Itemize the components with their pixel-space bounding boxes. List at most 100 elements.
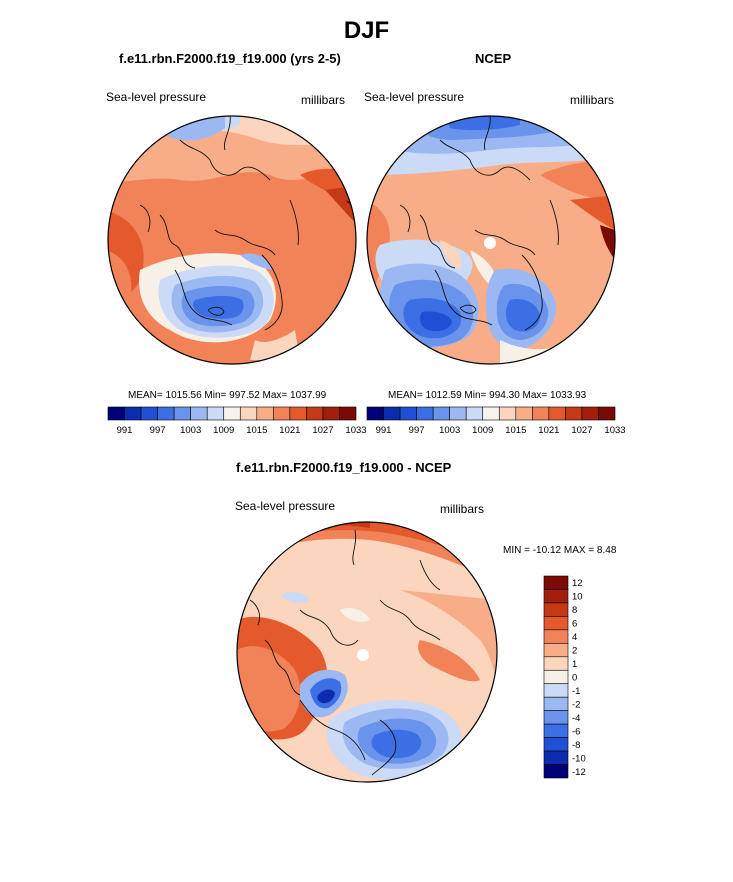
model-colorbar-swatch (223, 406, 241, 421)
diff-panel-title: f.e11.rbn.F2000.f19_f19.000 - NCEP (236, 460, 452, 475)
diff-colorbar-swatch (543, 710, 569, 725)
diff-colorbar-swatch (543, 602, 569, 617)
diff-colorbar-swatch (543, 696, 569, 711)
model-colorbar-swatch (339, 406, 357, 421)
diff-pole-marker (357, 649, 369, 661)
diff-colorbar-tick-label: 0 (572, 673, 577, 684)
obs-stats: MEAN= 1012.59 Min= 994.30 Max= 1033.93 (388, 390, 587, 401)
obs-map-outline (366, 115, 616, 365)
model-colorbar-swatch (239, 406, 258, 421)
obs-colorbar-tick-label: 1009 (472, 425, 493, 436)
diff-colorbar-swatch (543, 629, 569, 644)
diff-colorbar-tick-label: 4 (572, 632, 577, 643)
model-colorbar-swatch (273, 406, 291, 421)
obs-colorbar-tick-label: 1027 (571, 425, 592, 436)
model-colorbar-tick-label: 997 (150, 425, 166, 436)
model-colorbar-tick-label: 1027 (312, 425, 333, 436)
obs-colorbar-tick-label: 1021 (538, 425, 559, 436)
diff-colorbar-tick-label: -10 (572, 753, 586, 764)
obs-left-label: Sea-level pressure (364, 90, 465, 104)
model-colorbar-swatch (107, 406, 125, 421)
obs-colorbar-swatch (432, 406, 450, 421)
diff-colorbar-swatch (543, 575, 569, 590)
model-units-label: millibars (301, 93, 346, 107)
obs-colorbar-swatch (548, 406, 566, 421)
diff-left-label: Sea-level pressure (235, 499, 336, 513)
diff-colorbar-tick-label: 8 (572, 605, 577, 616)
model-colorbar: 991 997 1003 1009 1015 1021 1027 1033 (107, 406, 367, 436)
diff-colorbar-tick-label: 12 (572, 578, 583, 589)
model-colorbar-tick-label: 1003 (180, 425, 201, 436)
diff-colorbar-swatch (543, 656, 569, 671)
model-colorbar-swatch (206, 406, 225, 421)
diff-colorbar-tick-label: 2 (572, 646, 577, 657)
figure-title: DJF (343, 17, 390, 44)
model-colorbar-swatch (124, 406, 142, 421)
obs-colorbar-swatch (383, 406, 401, 421)
diff-colorbar-tick-label: 10 (572, 592, 583, 603)
diff-colorbar-swatch (543, 764, 569, 779)
diff-colorbar-tick-label: -2 (572, 699, 580, 710)
diff-colorbar-swatch (543, 737, 569, 752)
model-colorbar-swatch (289, 406, 307, 421)
obs-pole-marker (484, 237, 496, 249)
model-left-label: Sea-level pressure (106, 90, 207, 104)
diff-colorbar-tick-label: -8 (572, 740, 580, 751)
diff-colorbar-tick-label: 1 (572, 659, 577, 670)
diff-colorbar-swatch (543, 616, 569, 631)
diff-colorbar-tick-label: -12 (572, 767, 586, 778)
diff-colorbar-swatch (543, 750, 569, 765)
diff-colorbar-swatch (543, 643, 569, 658)
obs-colorbar-swatch (581, 406, 599, 421)
obs-colorbar-swatch (598, 406, 616, 421)
obs-units-label: millibars (570, 93, 615, 107)
obs-colorbar-swatch (399, 406, 417, 421)
obs-colorbar-tick-label: 997 (409, 425, 425, 436)
model-colorbar-tick-label: 991 (117, 425, 133, 436)
model-colorbar-tick-label: 1015 (246, 425, 267, 436)
diff-colorbar-swatch (543, 589, 569, 604)
obs-colorbar-swatch (515, 406, 533, 421)
diff-colorbar-tick-label: -4 (572, 713, 580, 724)
diff-colorbar-tick-label: 6 (572, 619, 577, 630)
model-colorbar-tick-label: 1009 (213, 425, 234, 436)
obs-colorbar-tick-label: 1015 (505, 425, 526, 436)
diff-slp-map (237, 522, 497, 782)
diff-colorbar-swatch (543, 723, 569, 738)
diff-colorbar-tick-label: -6 (572, 726, 580, 737)
model-colorbar-swatch (256, 406, 274, 421)
model-colorbar-swatch (190, 406, 208, 421)
model-colorbar-swatch (140, 406, 158, 421)
model-stats: MEAN= 1015.56 Min= 997.52 Max= 1037.99 (128, 390, 327, 401)
obs-colorbar-swatch (532, 406, 550, 421)
obs-colorbar-tick-label: 1003 (439, 425, 460, 436)
obs-colorbar-tick-label: 1033 (604, 425, 625, 436)
diff-colorbar-swatch (543, 683, 569, 698)
diff-colorbar-tick-label: -1 (572, 686, 580, 697)
model-colorbar-tick-label: 1033 (345, 425, 366, 436)
obs-colorbar: 991 997 1003 1009 1015 1021 1027 1033 (366, 406, 626, 436)
obs-colorbar-tick-label: 991 (376, 425, 392, 436)
obs-colorbar-swatch (416, 406, 434, 421)
model-panel-title: f.e11.rbn.F2000.f19_f19.000 (yrs 2-5) (119, 51, 341, 66)
obs-colorbar-swatch (366, 406, 384, 421)
diff-stats: MIN = -10.12 MAX = 8.48 (503, 545, 617, 556)
model-map-outline (107, 115, 357, 365)
obs-colorbar-swatch (498, 406, 517, 421)
obs-colorbar-swatch (482, 406, 500, 421)
model-colorbar-swatch (306, 406, 324, 421)
model-colorbar-swatch (157, 406, 175, 421)
model-colorbar-swatch (173, 406, 191, 421)
model-colorbar-tick-label: 1021 (279, 425, 300, 436)
diff-colorbar-swatch (543, 669, 569, 685)
obs-colorbar-swatch (465, 406, 484, 421)
model-slp-map (108, 116, 356, 364)
obs-colorbar-swatch (449, 406, 467, 421)
obs-panel-title: NCEP (475, 51, 512, 66)
diff-map-outline (236, 521, 498, 783)
model-colorbar-swatch (322, 406, 340, 421)
obs-colorbar-swatch (565, 406, 583, 421)
diff-units-label: millibars (440, 502, 485, 516)
